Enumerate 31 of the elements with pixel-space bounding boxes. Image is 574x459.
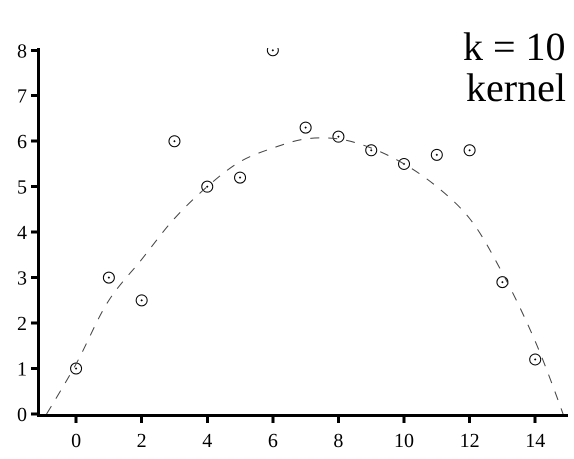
point [496,276,508,288]
x-tick-label: 6 [268,430,278,452]
y-tick-label: 1 [17,358,27,381]
point [398,158,410,170]
y-tick-label: 2 [17,313,27,336]
x-tick-label: 8 [333,430,344,452]
x-tick-label: 12 [460,430,480,452]
point [70,362,82,375]
y-tick-label: 6 [17,131,27,154]
y-tick-label: 4 [17,222,27,244]
point [168,135,180,148]
point [332,130,344,143]
x-tick-label: 14 [525,430,546,452]
point [136,294,148,306]
point [201,180,214,193]
y-tick-label: 0 [17,404,27,426]
y-tick-label: 3 [17,268,27,290]
x-tick-label: 0 [71,430,82,452]
point [529,353,542,366]
point [102,272,115,284]
y-tick-label: 7 [17,86,27,108]
point [234,172,246,184]
point [300,122,312,134]
point [430,148,443,161]
x-tick-label: 4 [202,430,212,452]
point [464,144,476,156]
point [365,144,378,156]
y-tick-label: 8 [17,40,27,62]
y-tick-label: 5 [17,176,27,199]
x-tick-label: 10 [394,430,414,452]
x-tick-label: 2 [136,430,147,452]
